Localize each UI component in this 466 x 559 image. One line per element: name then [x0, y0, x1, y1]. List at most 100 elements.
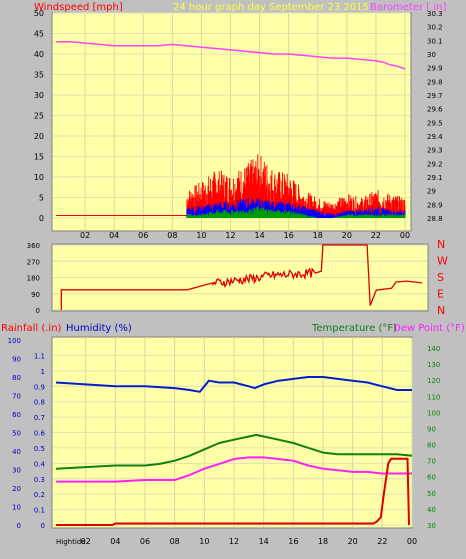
top-y-tick-label: 45 [34, 30, 44, 39]
compass-label: E [437, 288, 444, 301]
rain-y-tick-label: 0.9 [34, 383, 45, 391]
rain-y-tick-label: 1 [41, 368, 45, 376]
top-y2-tick-label: 29.1 [427, 174, 443, 182]
rain-y-tick-label: 0 [41, 522, 45, 530]
top-x-tick-label: 08 [167, 231, 177, 240]
bottom-x-tick-label: 22 [377, 537, 387, 546]
top-x-tick-label: 00 [400, 231, 410, 240]
compass-label: W [437, 255, 448, 268]
humidity-y-tick-label: 70 [12, 393, 21, 401]
rain-y-tick-label: 0.3 [34, 476, 45, 484]
rain-y-tick-label: 1.1 [34, 352, 45, 360]
top-y-tick-label: 35 [34, 71, 44, 80]
temperature-y-tick-label: 140 [427, 345, 440, 353]
rain-y-tick-label: 0.4 [34, 460, 46, 468]
top-y-tick-label: 20 [34, 132, 44, 141]
top-center-title: 24 hour graph day September 23 2015 [173, 2, 369, 13]
top-right-title: Barometer [ in] [370, 2, 446, 13]
top-y-tick-label: 5 [39, 194, 44, 203]
rain-y-tick-label: 0.8 [34, 399, 45, 407]
top-y2-tick-label: 30.2 [427, 24, 443, 32]
top-y2-tick-label: 29.7 [427, 92, 443, 100]
humidity-y-tick-label: 20 [12, 485, 21, 493]
compass-label: N [437, 304, 445, 317]
bottom-x-tick-label: 20 [348, 537, 358, 546]
humidity-y-tick-label: 0 [17, 522, 21, 530]
bottom-x-tick-label: 18 [318, 537, 328, 546]
compass-label: N [437, 238, 445, 251]
wind-direction-series [60, 244, 423, 310]
humidity-series [55, 376, 412, 393]
rain-y-tick-label: 0.2 [34, 491, 45, 499]
dir-y-tick-label: 0 [36, 307, 40, 315]
top-y2-tick-label: 28.9 [427, 201, 443, 209]
top-y2-tick-label: 29 [427, 188, 436, 196]
top-y2-tick-label: 28.8 [427, 215, 443, 223]
top-y2-tick-label: 30 [427, 51, 436, 59]
top-x-tick-label: 18 [313, 231, 323, 240]
bottom-x-tick-label: 12 [229, 537, 239, 546]
temperature-y-tick-label: 60 [427, 474, 436, 482]
rain-y-tick-label: 0.5 [34, 445, 45, 453]
temperature-y-tick-label: 90 [427, 425, 436, 433]
axis-layer: 0510152025303540455028.828.92929.129.229… [8, 9, 448, 546]
top-y-tick-label: 50 [34, 9, 44, 18]
top-y2-tick-label: 30.3 [427, 10, 443, 18]
top-left-title: Windspeed [mph] [34, 2, 123, 13]
dir-y-tick-label: 360 [27, 242, 40, 250]
top-y-tick-label: 40 [34, 50, 44, 59]
rain-series [56, 457, 410, 526]
bottom-x-tick-label: 06 [140, 537, 150, 546]
bottom-x-tick-label: 14 [259, 537, 269, 546]
top-x-tick-label: 12 [225, 231, 235, 240]
bottom-x-tick-label: 04 [110, 537, 120, 546]
rain-y-tick-label: 0.6 [34, 430, 46, 438]
top-x-tick-label: 14 [254, 231, 264, 240]
top-x-tick-label: 02 [80, 231, 90, 240]
dewpoint-series [56, 456, 412, 483]
humidity-y-tick-label: 30 [12, 467, 21, 475]
top-x-tick-label: 22 [371, 231, 381, 240]
top-y2-tick-label: 29.5 [427, 119, 443, 127]
humidity-y-tick-label: 90 [12, 356, 21, 364]
temperature-y-tick-label: 130 [427, 361, 440, 369]
bottom-x-tick-label: 02 [81, 537, 91, 546]
dewpoint-axis-title: Dew Point (°F) [393, 323, 465, 334]
top-y2-tick-label: 29.9 [427, 65, 443, 73]
temperature-y-tick-label: 70 [427, 458, 436, 466]
top-x-tick-label: 10 [196, 231, 206, 240]
humidity-y-tick-label: 100 [8, 337, 21, 345]
bottom-x-tick-label: 16 [288, 537, 298, 546]
hightide-label: Hightide [56, 538, 86, 546]
top-y2-tick-label: 29.3 [427, 147, 443, 155]
dir-y-tick-label: 90 [31, 291, 40, 299]
bottom-x-tick-label: 08 [170, 537, 180, 546]
bottom-x-tick-label: 10 [199, 537, 209, 546]
top-y-tick-label: 0 [39, 214, 44, 223]
rain-axis-title: Rainfall (.in) [1, 323, 62, 334]
humidity-y-tick-label: 60 [12, 411, 21, 419]
temperature-y-tick-label: 40 [427, 506, 436, 514]
temperature-y-tick-label: 30 [427, 522, 436, 530]
bottom-x-tick-label: 00 [407, 537, 417, 546]
temperature-y-tick-label: 110 [427, 393, 440, 401]
barometer-series [56, 40, 406, 70]
temperature-y-tick-label: 100 [427, 409, 440, 417]
rain-y-tick-label: 0.1 [34, 507, 45, 515]
humidity-y-tick-label: 40 [12, 448, 21, 456]
temperature-y-tick-label: 80 [427, 442, 436, 450]
dir-y-tick-label: 180 [27, 275, 40, 283]
top-y2-tick-label: 30.1 [427, 37, 443, 45]
rain-y-tick-label: 0.7 [34, 414, 45, 422]
temperature-y-tick-label: 120 [427, 377, 440, 385]
temperature-axis-title: Temperature (°F) [311, 323, 397, 334]
top-y-tick-label: 30 [34, 91, 44, 100]
top-y-tick-label: 15 [34, 153, 44, 162]
humidity-axis-title: Humidity (%) [66, 323, 132, 334]
top-x-tick-label: 20 [342, 231, 352, 240]
wind-low-series [186, 206, 406, 218]
top-y2-tick-label: 29.6 [427, 106, 443, 114]
top-y2-tick-label: 29.8 [427, 78, 443, 86]
temperature-series [55, 433, 413, 470]
